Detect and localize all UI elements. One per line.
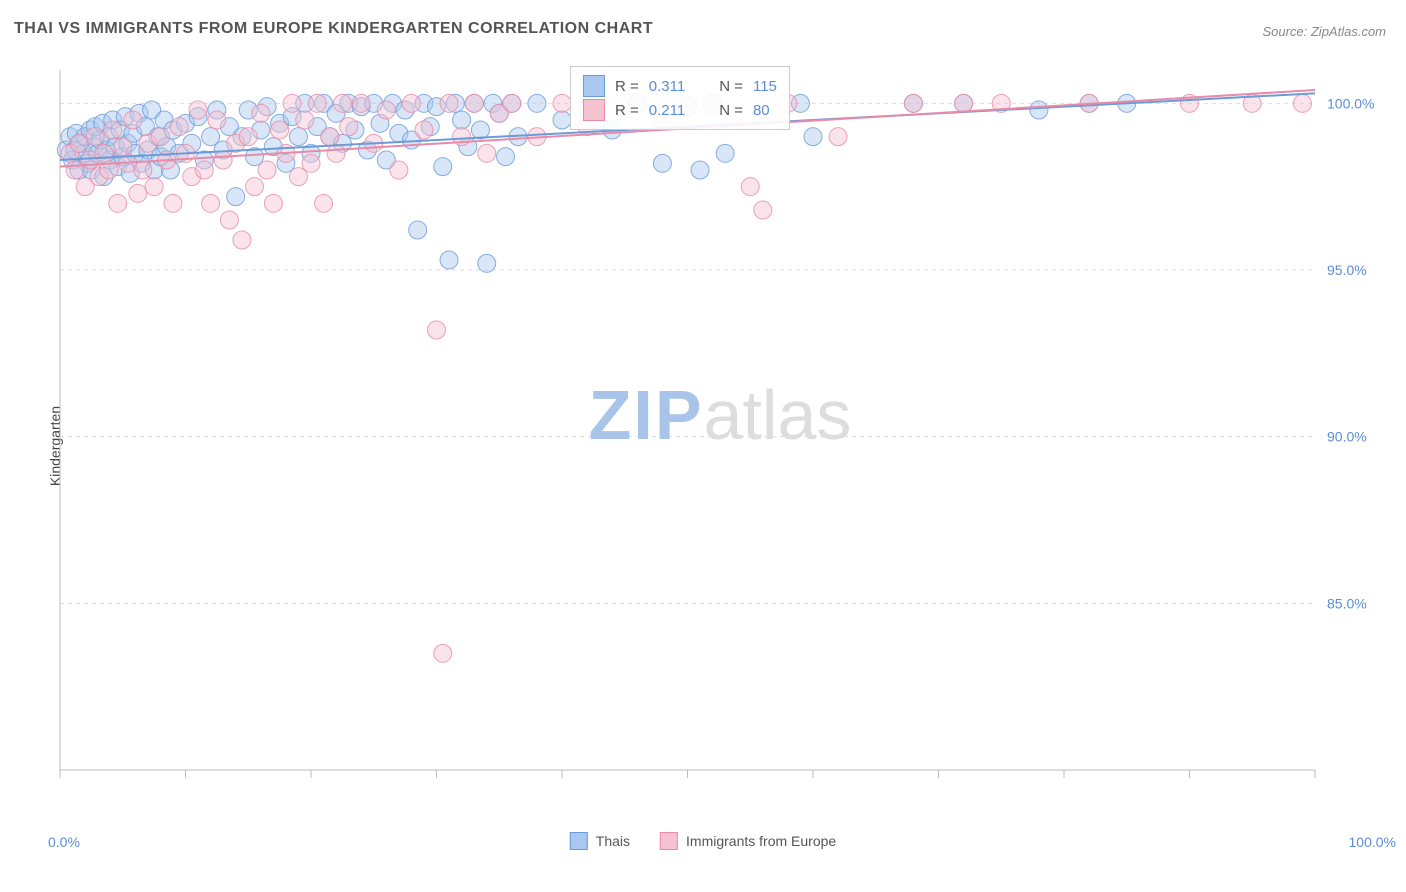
chart-plot-area: 85.0%90.0%95.0%100.0% ZIPatlas [55,60,1385,800]
legend-item: Immigrants from Europe [660,832,836,850]
legend-swatch-icon [583,75,605,97]
legend-swatch-icon [660,832,678,850]
chart-title: THAI VS IMMIGRANTS FROM EUROPE KINDERGAR… [14,20,653,38]
svg-text:95.0%: 95.0% [1327,262,1367,278]
legend-swatch-icon [583,99,605,121]
correlation-legend-box: R = 0.311N = 115R = 0.211N = 80 [570,66,790,130]
svg-text:100.0%: 100.0% [1327,95,1374,111]
legend-label: Immigrants from Europe [686,833,836,849]
correlation-row: R = 0.211N = 80 [583,99,777,121]
svg-text:85.0%: 85.0% [1327,595,1367,611]
scatter-chart-svg: 85.0% 90.0% 95.0% 100.0% [55,60,1385,800]
legend-swatch-icon [570,832,588,850]
x-axis-max-label: 100.0% [1349,834,1396,850]
correlation-row: R = 0.311N = 115 [583,75,777,97]
legend-label: Thais [596,833,630,849]
source-attribution: Source: ZipAtlas.com [1262,24,1386,39]
legend-item: Thais [570,832,630,850]
svg-text:90.0%: 90.0% [1327,429,1367,445]
x-axis-min-label: 0.0% [48,834,80,850]
series-legend: Thais Immigrants from Europe [570,832,836,850]
